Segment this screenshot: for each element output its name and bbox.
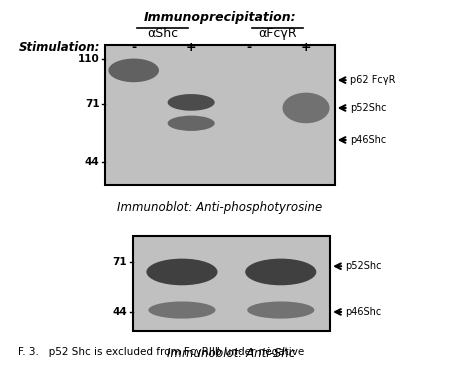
Text: p52Shc: p52Shc (350, 103, 386, 113)
Text: 110: 110 (78, 54, 100, 64)
Text: Stimulation:: Stimulation: (19, 41, 100, 54)
Text: +: + (186, 41, 196, 54)
Ellipse shape (168, 94, 215, 111)
Text: Immunoblot: Anti-phosphotyrosine: Immunoblot: Anti-phosphotyrosine (117, 201, 322, 214)
Text: 71: 71 (85, 99, 100, 109)
Bar (133, 236, 330, 331)
Text: p52Shc: p52Shc (346, 261, 382, 271)
Ellipse shape (148, 301, 216, 318)
Ellipse shape (146, 259, 218, 285)
Text: Immunoblot: Anti-Shc: Immunoblot: Anti-Shc (167, 348, 295, 361)
Text: p46Shc: p46Shc (346, 307, 382, 317)
Ellipse shape (283, 93, 329, 123)
Ellipse shape (109, 59, 159, 82)
Text: 71: 71 (112, 258, 127, 268)
Ellipse shape (247, 301, 314, 318)
Text: 44: 44 (112, 307, 127, 317)
Text: -: - (131, 41, 137, 54)
Text: +: + (301, 41, 311, 54)
Text: -: - (246, 41, 251, 54)
Text: αShc: αShc (147, 27, 178, 40)
Text: Immunoprecipitation:: Immunoprecipitation: (144, 11, 296, 24)
Text: αFcγR: αFcγR (258, 27, 297, 40)
Text: p62 FcγR: p62 FcγR (350, 75, 395, 85)
Text: F. 3.   p52 Shc is excluded from FcγRIIb under negative: F. 3. p52 Shc is excluded from FcγRIIb u… (18, 346, 304, 356)
Ellipse shape (245, 259, 316, 285)
Ellipse shape (168, 115, 215, 131)
Text: 44: 44 (85, 157, 100, 167)
Text: p46Shc: p46Shc (350, 135, 386, 145)
Bar (105, 45, 335, 184)
